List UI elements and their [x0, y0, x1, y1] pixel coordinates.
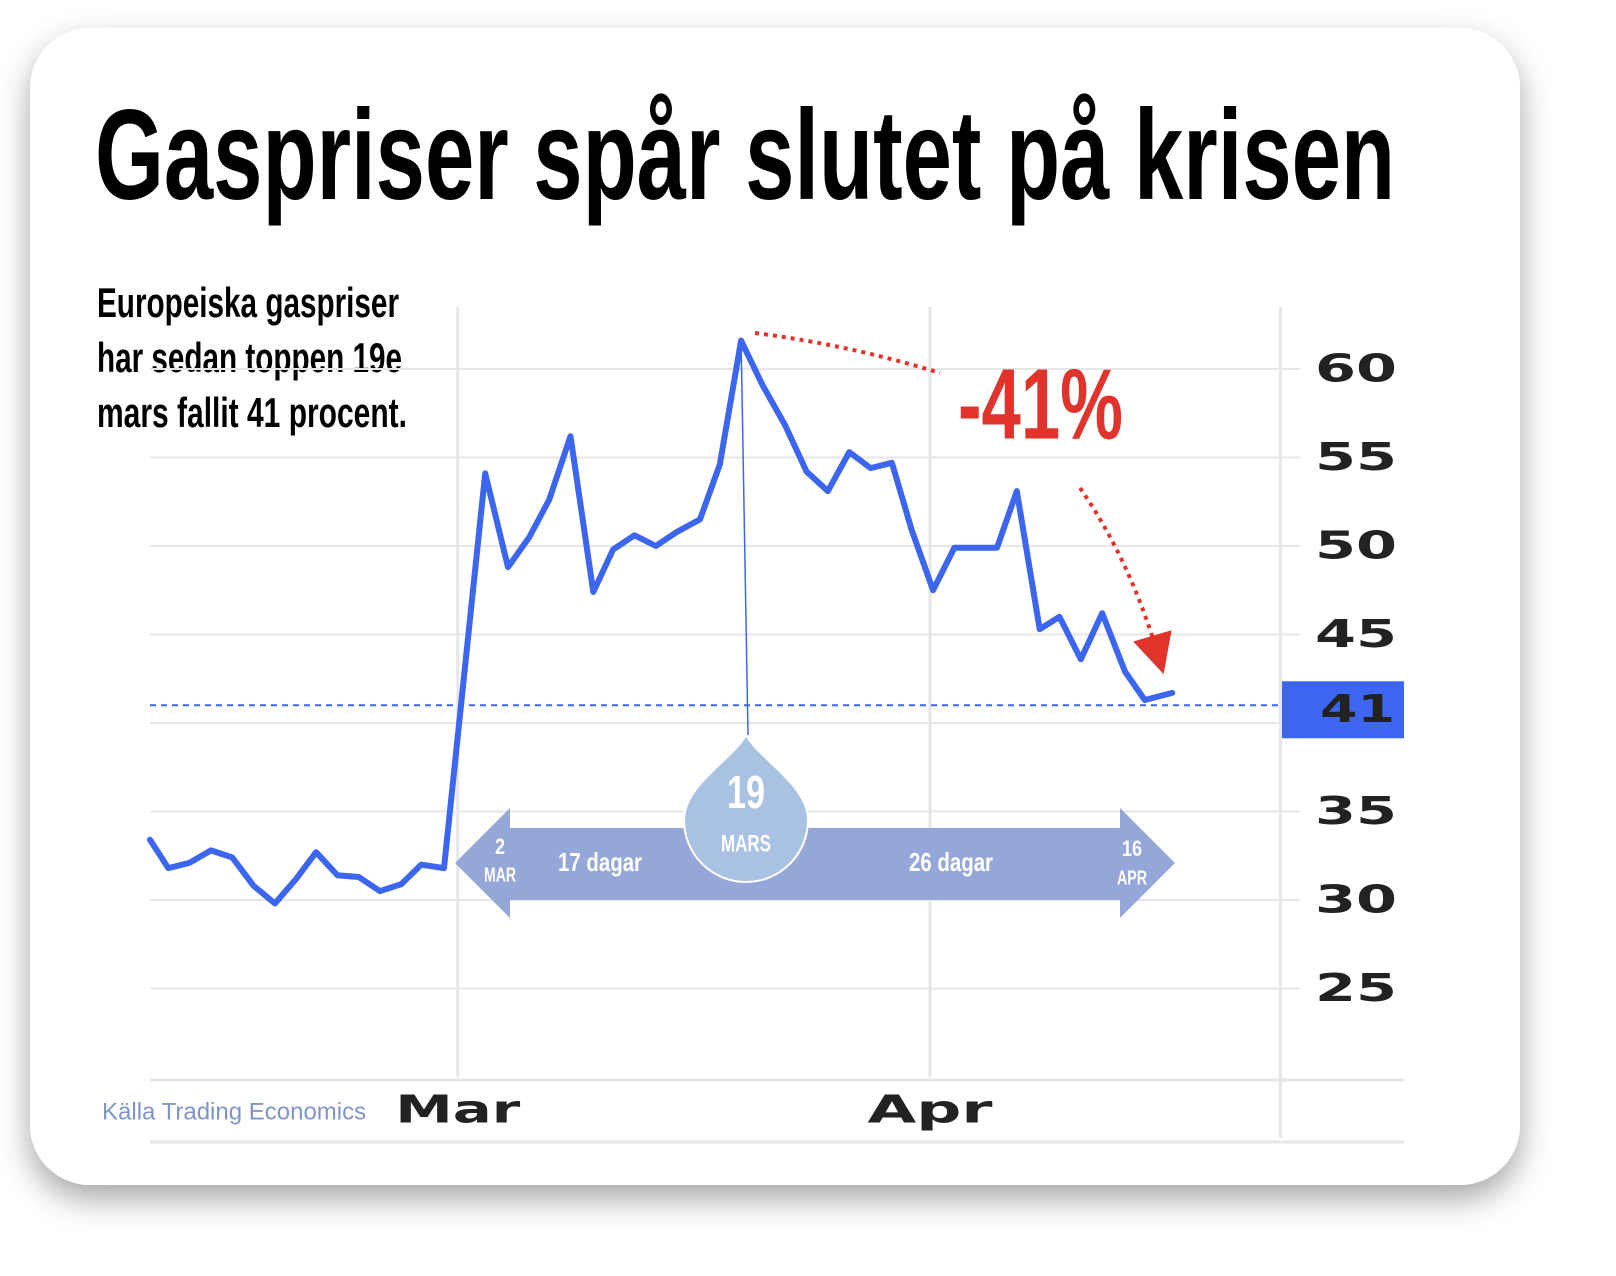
period-label: 16	[1122, 836, 1142, 861]
period-arrow	[455, 808, 1175, 918]
current-value-box	[1282, 681, 1404, 739]
peak-line	[740, 340, 749, 736]
x-tick-label: Apr	[868, 1088, 993, 1132]
change-arrow	[1078, 486, 1172, 675]
x-tick-label: Mar	[395, 1088, 520, 1132]
period-label: MAR	[484, 864, 516, 886]
subtitle-line: mars fallit 41 procent.	[97, 389, 407, 436]
y-tick-label: 35	[1315, 789, 1397, 833]
current-value-label: 41	[1320, 687, 1395, 731]
period-label: MARS	[721, 830, 771, 857]
subtitle-line: Europeiska gaspriser	[97, 279, 399, 326]
period-label: 17 dagar	[558, 847, 642, 877]
chart-title: Gaspriser spår slutet på krisen	[95, 84, 1395, 227]
period-label: APR	[1117, 867, 1147, 889]
y-tick-label: 60	[1315, 346, 1397, 390]
period-label: 19	[727, 766, 765, 818]
period-label: 26 dagar	[909, 847, 993, 877]
y-tick-label: 25	[1315, 966, 1397, 1010]
price-line	[147, 337, 1176, 907]
change-label: -41%	[958, 348, 1123, 460]
source: Källa Trading Economics	[102, 1098, 366, 1125]
subtitle-line: har sedan toppen 19e	[97, 334, 402, 381]
y-tick-label: 50	[1315, 523, 1397, 567]
period-label: 2	[495, 834, 505, 859]
card	[30, 28, 1520, 1185]
y-tick-label: 45	[1315, 612, 1397, 656]
y-tick-label: 30	[1315, 877, 1397, 921]
peak-drop	[682, 732, 810, 883]
y-tick-label: 55	[1315, 435, 1397, 479]
